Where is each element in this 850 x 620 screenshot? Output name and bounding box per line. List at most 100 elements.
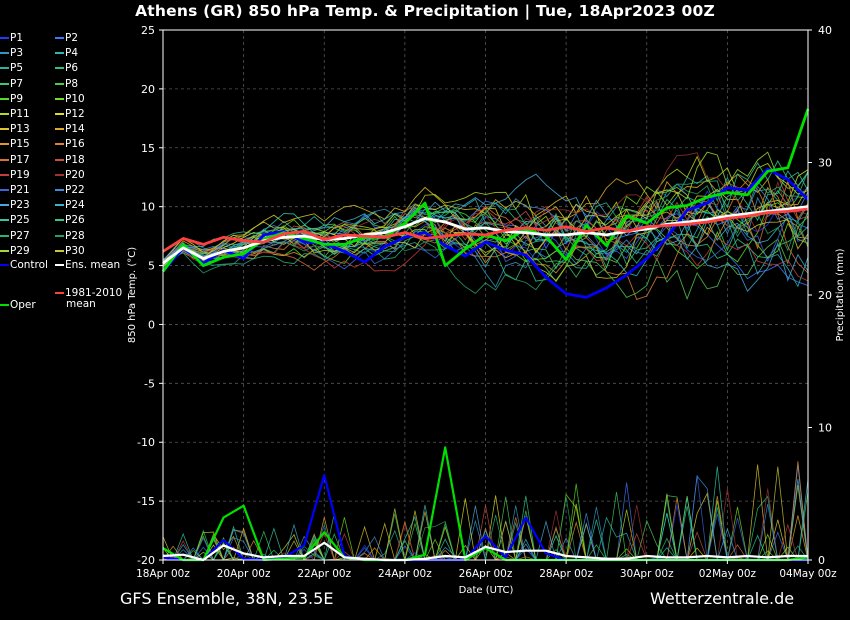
legend-item-1981-2010-mean: 1981-2010 mean [55,287,122,310]
legend-swatch [55,82,64,85]
legend-label: P7 [10,77,24,90]
y-tick-label: 20 [141,83,155,96]
legend-swatch [55,37,64,39]
legend-label: P13 [10,123,30,136]
legend-label: P20 [65,168,85,181]
legend-label: Control [10,259,48,271]
y-tick-label: 15 [141,142,155,155]
legend-item-p8: P8 [55,78,78,90]
legend-swatch [0,52,9,55]
legend-swatch [55,189,64,191]
member-line-p27 [162,171,809,265]
legend-item-p21: P21 [0,184,30,196]
y2-tick-label: 30 [818,157,832,170]
legend-label: P14 [65,123,85,136]
legend-swatch [0,204,9,207]
x-tick-label: 30Apr 00z [620,568,674,580]
legend-swatch [55,52,64,55]
y-axis-label: 850 hPa Temp. (°C) [127,247,138,343]
legend-swatch [0,143,9,146]
x-tick-label: 20Apr 00z [217,568,271,580]
legend-swatch [55,204,64,207]
legend-item-p7: P7 [0,78,23,90]
x-tick-label: 28Apr 00z [539,568,593,580]
model-label: GFS Ensemble, 38N, 23.5E [120,589,334,608]
x-tick-label: 18Apr 00z [136,568,190,580]
x-axis-ticks: 18Apr 00z 20Apr 00z 22Apr 00z 24Apr 00z 26Ap… [136,560,837,580]
series-line-control [161,167,809,299]
legend-item-p28: P28 [55,230,85,242]
member-line-p19 [162,205,809,282]
legend-item-oper: Oper [0,299,36,311]
y-tick-label: 0 [148,318,155,331]
legend-item-p3: P3 [0,47,23,59]
legend-item-p13: P13 [0,123,30,135]
legend-swatch [0,304,9,306]
legend-item-ens-mean: Ens. mean [55,259,120,271]
legend-label: P25 [10,214,30,227]
legend-swatch [0,234,9,237]
legend-swatch [55,97,64,100]
main-series-lines [161,108,810,299]
legend-label: P24 [65,199,85,212]
y-tick-label: 25 [141,24,155,37]
member-line-p2 [162,203,809,287]
legend-item-p20: P20 [55,169,85,181]
y2-axis-ticks: 40 30 20 10 0 [808,24,832,567]
legend-swatch [0,128,9,131]
legend-swatch [55,67,64,70]
member-line-p17 [162,199,809,274]
x-tick-label: 02May 00z [699,568,757,580]
legend-swatch [0,37,9,39]
legend-swatch [55,249,64,252]
legend-item-p25: P25 [0,214,30,226]
legend-label: P19 [10,168,30,181]
y2-tick-label: 10 [818,422,832,435]
legend-item-p26: P26 [55,214,85,226]
y-tick-label: -5 [144,377,155,390]
legend-item-p10: P10 [55,93,85,105]
legend-swatch [0,82,9,85]
legend-item-p1: P1 [0,32,23,44]
legend-label: P26 [65,214,85,227]
legend-label: P4 [65,47,79,60]
legend-label: P23 [10,199,30,212]
legend-label: P1 [10,32,24,44]
legend-item-p27: P27 [0,230,30,242]
legend-swatch [55,219,64,222]
legend-item-p2: P2 [55,32,78,44]
legend-item-p17: P17 [0,154,30,166]
legend-swatch [0,249,9,252]
legend-label: P3 [10,47,24,60]
y-tick-label: 5 [148,260,155,273]
legend-swatch [55,292,64,294]
y-tick-label: -20 [137,554,155,567]
member-line-p20 [162,152,809,267]
legend-item-p24: P24 [55,199,85,211]
legend-item-p6: P6 [55,62,78,74]
legend-item-p12: P12 [55,108,85,120]
member-line-p8 [162,213,809,301]
legend-item-p19: P19 [0,169,30,181]
member-line-p25 [162,170,809,264]
legend-swatch [55,264,64,266]
member-line-p30 [162,209,809,282]
y2-tick-label: 0 [818,554,825,567]
legend-item-p18: P18 [55,154,85,166]
legend-item-p9: P9 [0,93,23,105]
grid-lines [162,29,809,561]
legend-label: P5 [10,62,24,75]
legend-label: P29 [10,244,30,257]
legend-label: P6 [65,62,79,75]
legend-label: P16 [65,138,85,151]
series-line-precipitation-ens-mean [162,541,808,562]
legend-swatch [0,189,9,191]
legend-label: Ens. mean [65,259,121,271]
legend-swatch [0,158,9,161]
member-line-p23 [162,173,809,293]
legend-item-p16: P16 [55,138,85,150]
x-tick-label: 24Apr 00z [378,568,432,580]
site-label: Wetterzentrale.de [650,589,795,608]
legend-swatch [55,143,64,146]
legend-label: P15 [10,138,30,151]
